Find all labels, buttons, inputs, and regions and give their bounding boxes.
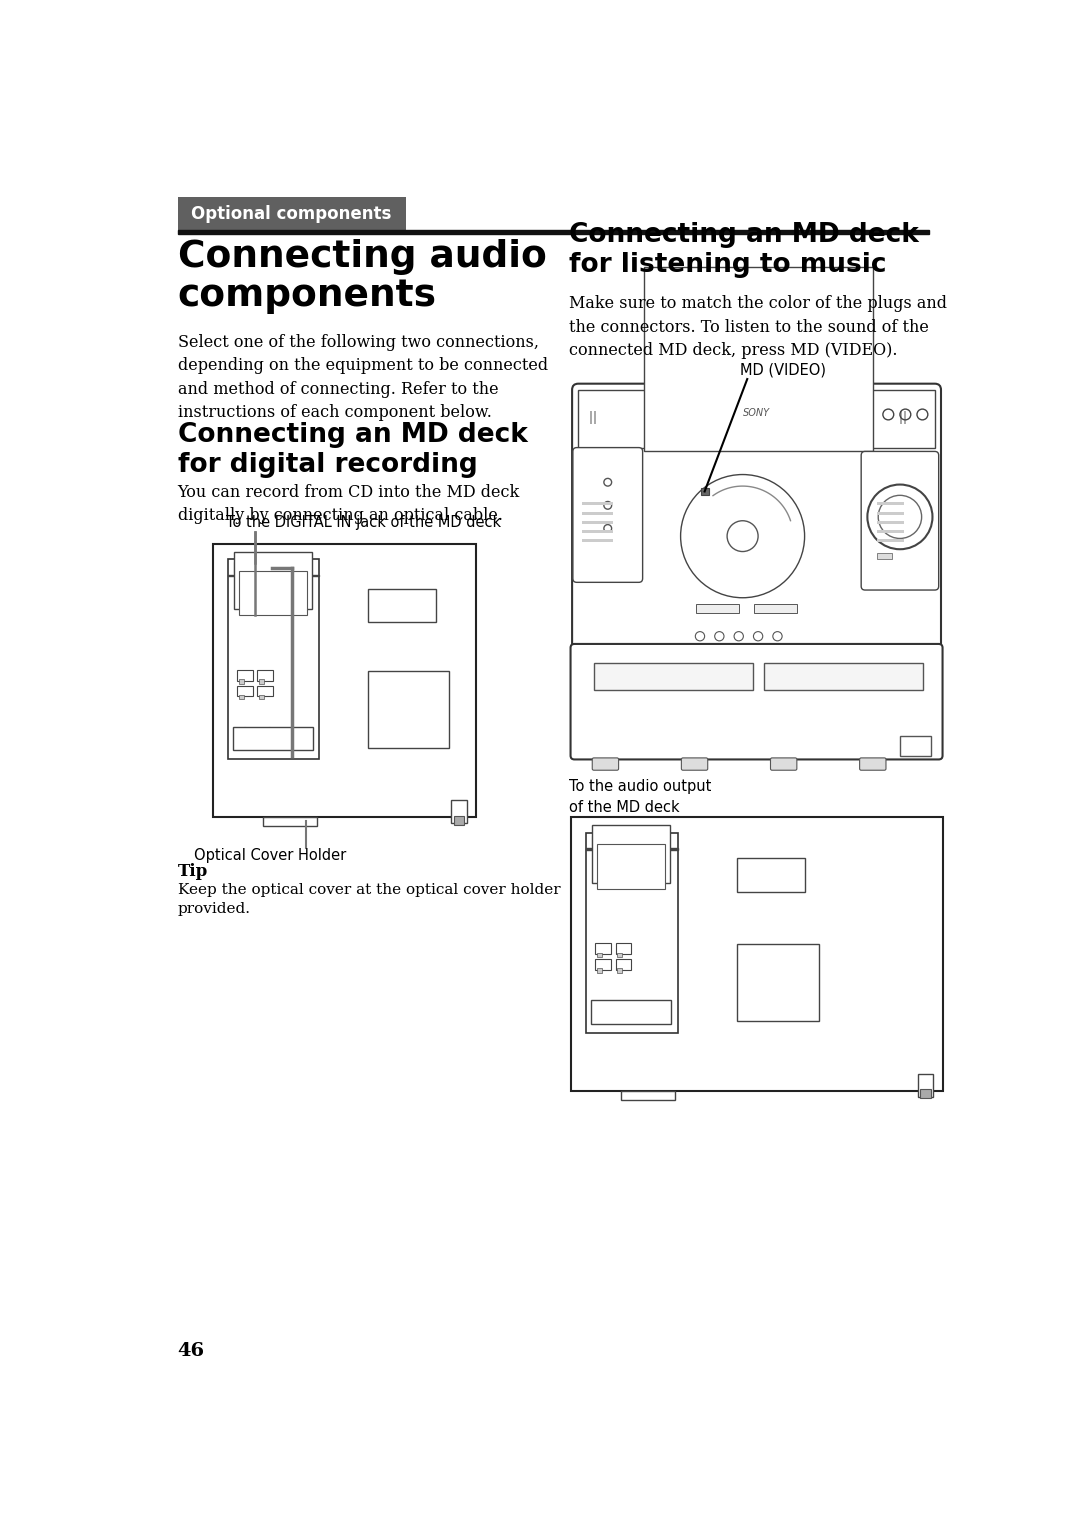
Bar — [454, 815, 464, 824]
Bar — [582, 531, 613, 534]
Bar — [597, 968, 602, 972]
FancyBboxPatch shape — [572, 384, 941, 758]
Bar — [232, 728, 313, 751]
Bar — [900, 737, 931, 755]
Bar — [582, 540, 613, 543]
Text: Connecting an MD deck
for listening to music: Connecting an MD deck for listening to m… — [569, 222, 919, 278]
Bar — [267, 564, 278, 573]
Bar — [582, 502, 613, 506]
Bar — [590, 411, 592, 425]
Bar — [597, 953, 602, 957]
Circle shape — [754, 873, 757, 876]
Bar — [738, 858, 806, 891]
Bar — [259, 679, 264, 683]
FancyBboxPatch shape — [592, 758, 619, 771]
Bar — [900, 411, 902, 425]
Text: Connecting an MD deck
for digital recording: Connecting an MD deck for digital record… — [177, 422, 527, 479]
Bar — [262, 816, 318, 827]
Bar — [595, 943, 611, 954]
Bar — [617, 953, 622, 957]
Bar — [625, 838, 636, 847]
Bar — [754, 604, 797, 613]
Bar — [582, 512, 613, 515]
Bar — [877, 502, 904, 506]
Bar — [367, 589, 435, 622]
Text: Keep the optical cover at the optical cover holder
provided.: Keep the optical cover at the optical co… — [177, 882, 561, 916]
Bar — [239, 570, 307, 616]
Bar — [234, 552, 312, 609]
Bar — [257, 670, 273, 680]
Bar — [228, 560, 320, 760]
Bar — [239, 694, 243, 699]
Bar — [213, 544, 476, 816]
Bar — [594, 664, 753, 690]
Bar — [239, 679, 243, 683]
Text: Tip: Tip — [177, 864, 207, 881]
Bar — [367, 671, 449, 748]
FancyBboxPatch shape — [570, 644, 943, 760]
Bar — [765, 664, 923, 690]
Bar — [592, 836, 606, 847]
Bar — [582, 521, 613, 524]
Circle shape — [786, 873, 789, 876]
Text: To the DIGITAL IN jack of the MD deck: To the DIGITAL IN jack of the MD deck — [227, 515, 501, 531]
Bar — [591, 1000, 672, 1023]
FancyBboxPatch shape — [770, 758, 797, 771]
Bar — [877, 531, 904, 534]
Bar — [570, 816, 943, 1090]
Text: Make sure to match the color of the plugs and
the connectors. To listen to the s: Make sure to match the color of the plug… — [569, 295, 947, 359]
FancyBboxPatch shape — [860, 758, 886, 771]
Bar — [920, 1089, 931, 1098]
Bar — [578, 390, 935, 448]
Bar — [238, 685, 253, 696]
Bar — [904, 411, 906, 425]
Bar — [877, 540, 904, 543]
Text: You can record from CD into the MD deck
digitally by connecting an optical cable: You can record from CD into the MD deck … — [177, 483, 519, 524]
Bar — [877, 521, 904, 524]
Text: Select one of the following two connections,
depending on the equipment to be co: Select one of the following two connecti… — [177, 333, 548, 420]
FancyBboxPatch shape — [681, 758, 707, 771]
Bar — [177, 197, 406, 231]
Bar — [644, 266, 873, 451]
Bar — [238, 670, 253, 680]
Circle shape — [416, 604, 419, 607]
Bar — [714, 416, 757, 419]
Bar — [701, 488, 708, 495]
Bar — [259, 694, 264, 699]
Bar — [877, 553, 892, 560]
Bar — [451, 800, 467, 823]
Bar — [918, 1073, 933, 1096]
FancyBboxPatch shape — [572, 448, 643, 583]
Circle shape — [701, 488, 708, 495]
Bar — [616, 943, 631, 954]
Bar — [594, 411, 596, 425]
Bar — [592, 824, 670, 882]
Bar — [738, 945, 819, 1021]
Text: To the audio output
of the MD deck: To the audio output of the MD deck — [569, 778, 712, 815]
Bar — [714, 408, 757, 411]
Bar — [617, 968, 622, 972]
Bar — [177, 231, 930, 234]
Bar — [877, 512, 904, 515]
Bar — [621, 1090, 675, 1099]
Bar — [586, 833, 677, 1032]
Bar — [597, 844, 665, 888]
Text: Optical Cover Holder: Optical Cover Holder — [194, 849, 347, 862]
Bar — [697, 604, 739, 613]
Text: Optional components: Optional components — [191, 205, 392, 223]
Bar — [616, 959, 631, 969]
Bar — [595, 959, 611, 969]
Text: MD (VIDEO): MD (VIDEO) — [740, 362, 825, 378]
Bar — [234, 563, 248, 573]
Text: SONY: SONY — [743, 408, 770, 417]
Text: Connecting audio
components: Connecting audio components — [177, 239, 546, 313]
Bar — [257, 685, 273, 696]
FancyBboxPatch shape — [861, 451, 939, 590]
Circle shape — [383, 604, 387, 607]
Text: 46: 46 — [177, 1342, 205, 1361]
